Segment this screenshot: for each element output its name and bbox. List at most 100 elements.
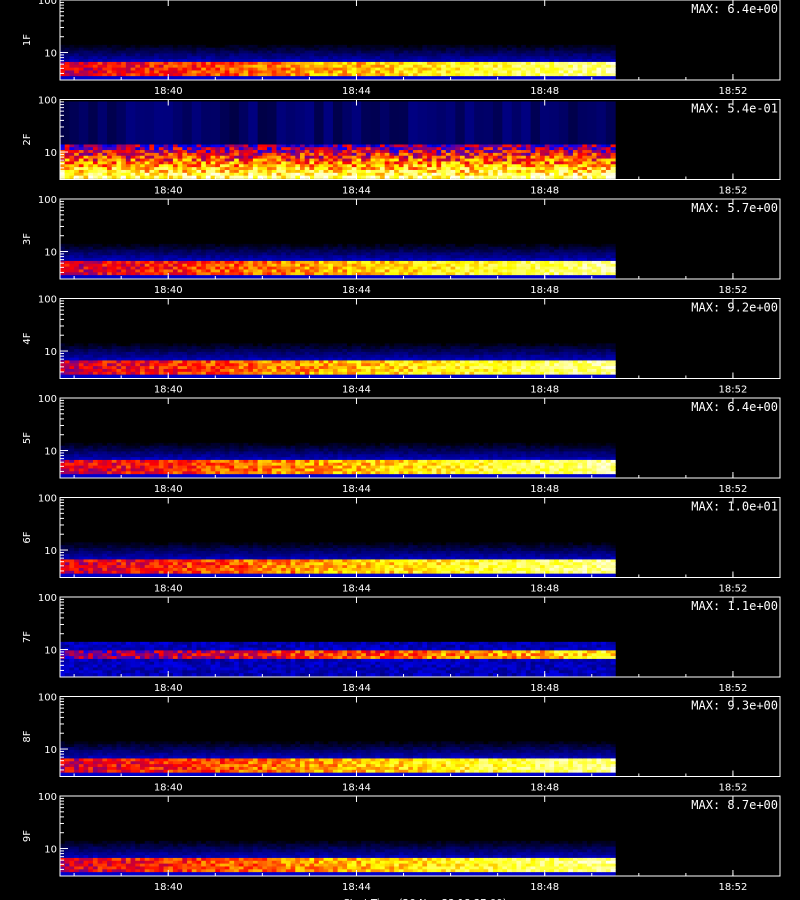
heatmap-cell bbox=[83, 368, 89, 373]
heatmap-cell bbox=[224, 47, 230, 51]
heatmap-cell bbox=[525, 243, 531, 248]
heatmap-cell bbox=[394, 61, 400, 66]
heatmap-cell bbox=[460, 252, 466, 256]
heatmap-cell bbox=[431, 53, 437, 57]
heatmap-cell bbox=[427, 243, 433, 248]
heatmap-cell bbox=[511, 167, 517, 171]
heatmap-cell bbox=[417, 152, 423, 157]
heatmap-cell bbox=[135, 47, 141, 51]
heatmap-cell bbox=[610, 164, 616, 168]
heatmap-cell bbox=[427, 172, 433, 177]
heatmap-cell bbox=[483, 175, 489, 179]
heatmap-cell bbox=[384, 50, 390, 54]
heatmap-cell bbox=[257, 64, 263, 69]
heatmap-cell bbox=[97, 260, 103, 265]
heatmap-cell bbox=[601, 147, 607, 151]
heatmap-cell bbox=[309, 266, 315, 270]
heatmap-cell bbox=[290, 56, 296, 60]
heatmap-cell bbox=[507, 246, 513, 250]
heatmap-cell bbox=[328, 56, 334, 60]
heatmap-cell bbox=[210, 374, 216, 378]
heatmap-cell bbox=[464, 67, 470, 71]
heatmap-cell bbox=[460, 70, 466, 74]
heatmap-cell bbox=[92, 50, 99, 54]
heatmap-cell bbox=[210, 172, 216, 177]
heatmap-cell bbox=[140, 343, 146, 347]
heatmap-cell bbox=[88, 152, 94, 157]
heatmap-cell bbox=[201, 101, 211, 145]
heatmap-cell bbox=[431, 252, 437, 256]
heatmap-cell bbox=[125, 73, 131, 77]
heatmap-cell bbox=[276, 44, 282, 49]
heatmap-cell bbox=[436, 70, 442, 74]
heatmap-cell bbox=[187, 44, 193, 49]
heatmap-cell bbox=[267, 70, 273, 74]
heatmap-cell bbox=[88, 258, 94, 262]
heatmap-cell bbox=[478, 70, 484, 74]
heatmap-cell bbox=[248, 56, 254, 60]
heatmap-cell bbox=[201, 357, 207, 361]
heatmap-cell bbox=[361, 246, 367, 250]
heatmap-cell bbox=[281, 158, 287, 162]
heatmap-cell bbox=[224, 44, 230, 49]
heatmap-cell bbox=[64, 56, 70, 60]
heatmap-cell bbox=[187, 269, 193, 273]
heatmap-cell bbox=[243, 368, 249, 373]
heatmap-cell bbox=[158, 56, 164, 60]
heatmap-cell bbox=[295, 59, 301, 63]
heatmap-cell bbox=[97, 275, 103, 279]
heatmap-cell bbox=[582, 61, 588, 66]
heatmap-cell bbox=[144, 275, 150, 279]
heatmap-cell bbox=[182, 272, 188, 276]
heatmap-cell bbox=[220, 263, 226, 268]
heatmap-cell bbox=[116, 246, 122, 250]
heatmap-cell bbox=[60, 144, 66, 148]
heatmap-cell bbox=[144, 44, 150, 49]
heatmap-cell bbox=[262, 249, 268, 253]
heatmap-cell bbox=[281, 172, 287, 177]
heatmap-cell bbox=[365, 255, 371, 259]
heatmap-cell bbox=[464, 263, 470, 268]
heatmap-cell bbox=[530, 260, 536, 265]
heatmap-cell bbox=[488, 164, 494, 168]
heatmap-cell bbox=[445, 152, 451, 157]
heatmap-cell bbox=[60, 101, 70, 145]
heatmap-cell bbox=[107, 101, 117, 145]
heatmap-cell bbox=[97, 169, 103, 174]
heatmap-cell bbox=[558, 59, 564, 63]
heatmap-cell bbox=[163, 147, 169, 151]
heatmap-cell bbox=[582, 76, 588, 80]
heatmap-cell bbox=[262, 346, 268, 350]
heatmap-cell bbox=[74, 374, 80, 378]
heatmap-cell bbox=[488, 158, 494, 162]
heatmap-cell bbox=[450, 56, 456, 60]
heatmap-cell bbox=[304, 70, 310, 74]
heatmap-cell bbox=[201, 56, 207, 60]
heatmap-cell bbox=[60, 269, 66, 273]
heatmap-cell bbox=[347, 150, 353, 154]
heatmap-cell bbox=[507, 73, 513, 77]
heatmap-cell bbox=[224, 59, 230, 63]
heatmap-cell bbox=[172, 354, 179, 358]
heatmap-cell bbox=[455, 152, 461, 157]
heatmap-cell bbox=[252, 357, 259, 361]
heatmap-cell bbox=[252, 152, 259, 157]
heatmap-cell bbox=[309, 53, 315, 57]
heatmap-cell bbox=[229, 147, 235, 151]
heatmap-cell bbox=[568, 50, 574, 54]
heatmap-cell bbox=[196, 144, 202, 148]
heatmap-cell bbox=[64, 255, 70, 259]
heatmap-cell bbox=[92, 172, 99, 177]
heatmap-cell bbox=[125, 266, 131, 270]
heatmap-cell bbox=[380, 53, 386, 57]
heatmap-cell bbox=[271, 275, 277, 279]
heatmap-cell bbox=[587, 152, 593, 157]
heatmap-cell bbox=[540, 53, 546, 57]
heatmap-cell bbox=[342, 76, 348, 80]
heatmap-cell bbox=[210, 263, 216, 268]
heatmap-cell bbox=[488, 53, 494, 57]
heatmap-cell bbox=[464, 147, 470, 151]
heatmap-cell bbox=[248, 101, 259, 145]
heatmap-cell bbox=[535, 272, 541, 276]
heatmap-cell bbox=[549, 255, 555, 259]
